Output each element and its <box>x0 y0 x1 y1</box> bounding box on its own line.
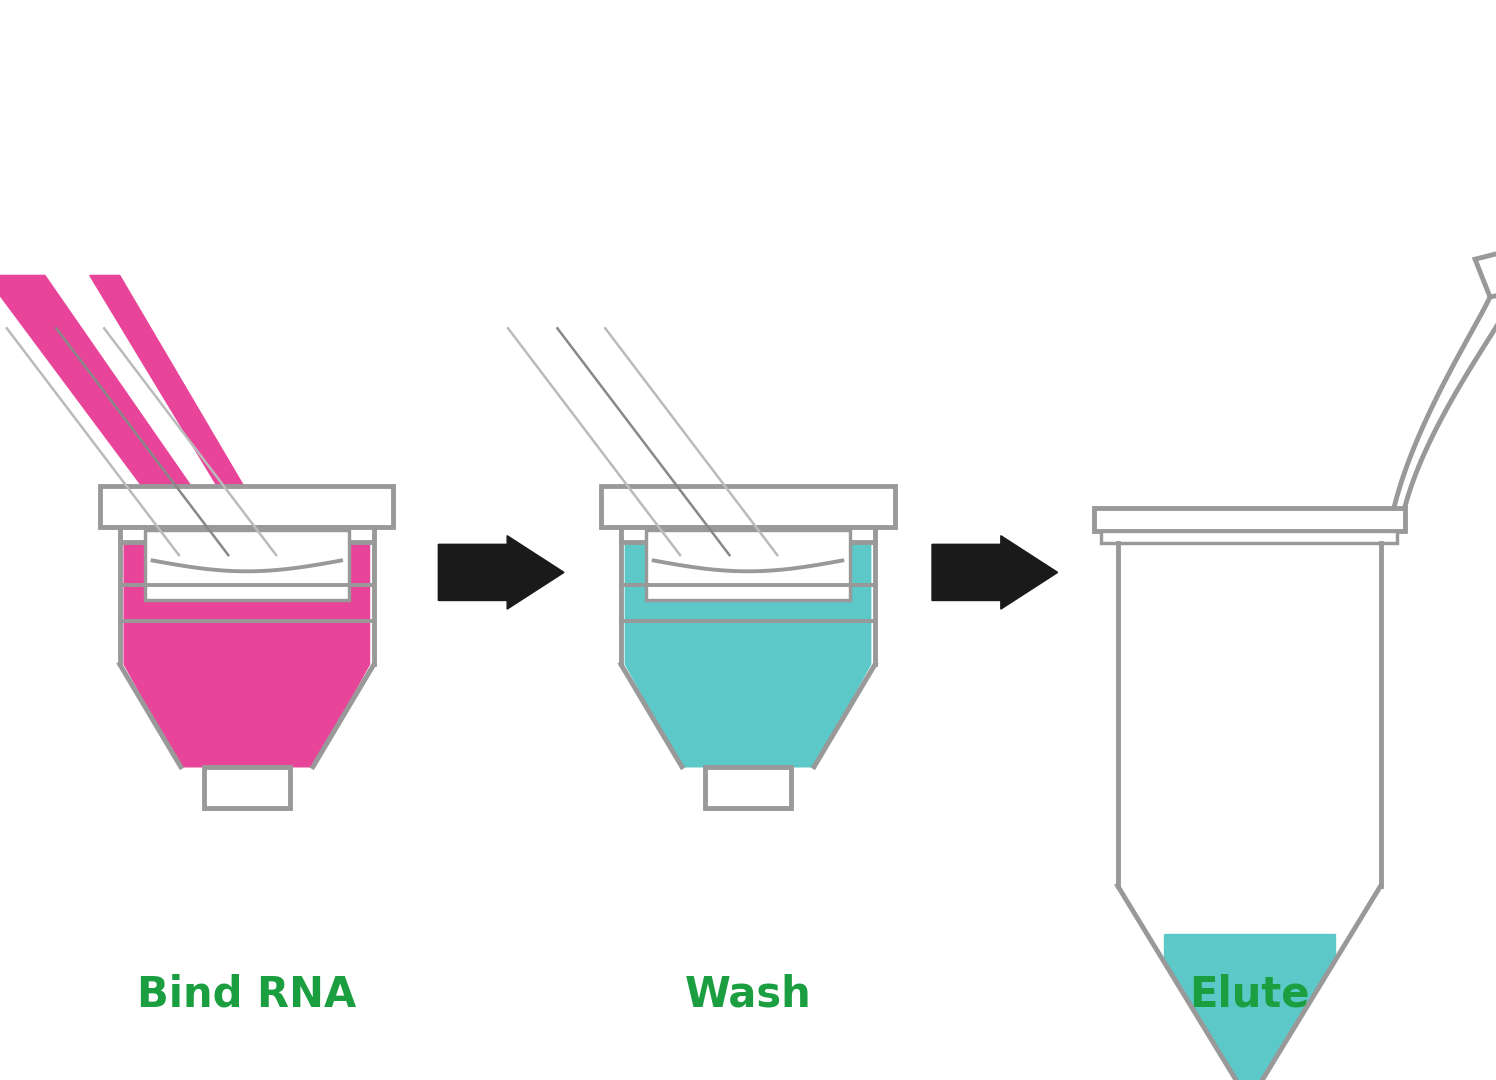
Text: Wash: Wash <box>685 973 811 1015</box>
FancyArrow shape <box>438 536 564 609</box>
FancyArrow shape <box>932 536 1058 609</box>
Polygon shape <box>120 527 374 542</box>
Polygon shape <box>124 542 370 767</box>
Polygon shape <box>90 275 283 552</box>
Polygon shape <box>601 486 895 527</box>
Polygon shape <box>621 527 875 542</box>
Polygon shape <box>1164 961 1334 1080</box>
Polygon shape <box>625 542 871 767</box>
Polygon shape <box>1094 508 1405 531</box>
Polygon shape <box>1101 531 1397 543</box>
Polygon shape <box>100 486 393 527</box>
Polygon shape <box>145 530 349 600</box>
Polygon shape <box>0 275 236 552</box>
Polygon shape <box>1475 251 1496 297</box>
Polygon shape <box>705 767 791 808</box>
Polygon shape <box>646 530 850 600</box>
Polygon shape <box>203 767 290 808</box>
Polygon shape <box>1164 934 1334 961</box>
Text: Elute: Elute <box>1189 973 1309 1015</box>
Text: Bind RNA: Bind RNA <box>138 973 356 1015</box>
